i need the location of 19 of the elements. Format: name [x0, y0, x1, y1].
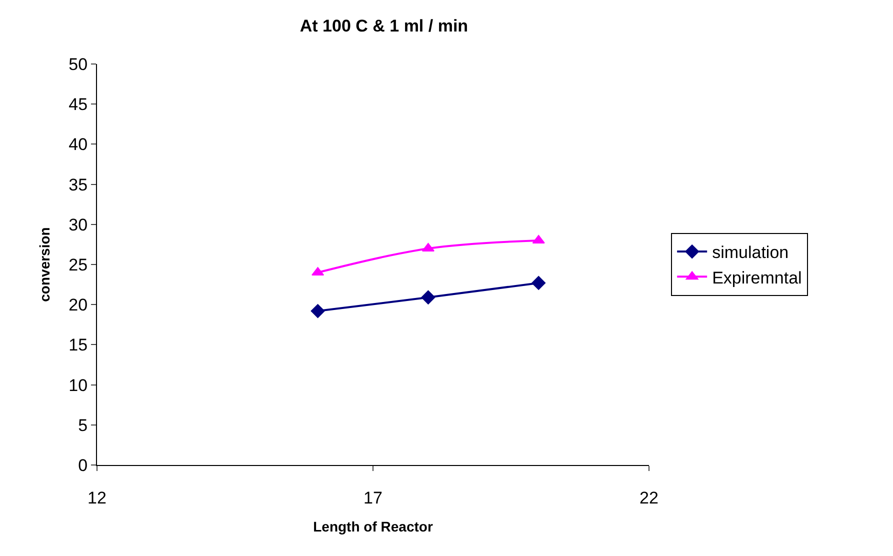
chart-title: At 100 C & 1 ml / min [300, 16, 468, 36]
y-axis-title: conversion [36, 227, 52, 302]
legend-label: simulation [712, 243, 789, 262]
x-tick-label: 22 [640, 488, 658, 508]
y-tick-label: 45 [68, 95, 88, 114]
x-axis-title: Length of Reactor [313, 518, 434, 535]
y-tick-label: 30 [68, 215, 88, 234]
y-tick-label: 20 [68, 296, 88, 315]
y-tick-label: 40 [68, 135, 88, 154]
x-tick-label: 12 [88, 488, 106, 508]
y-tick-label: 25 [68, 255, 88, 274]
y-tick-label: 15 [68, 336, 88, 355]
y-tick-label: 5 [78, 416, 88, 435]
y-tick-label: 10 [68, 376, 88, 395]
legend-label: Expiremntal [712, 268, 802, 288]
y-tick-label: 50 [68, 54, 88, 74]
y-tick-label: 0 [78, 456, 88, 475]
y-tick-label: 35 [68, 175, 88, 194]
x-tick-label: 17 [364, 488, 382, 508]
